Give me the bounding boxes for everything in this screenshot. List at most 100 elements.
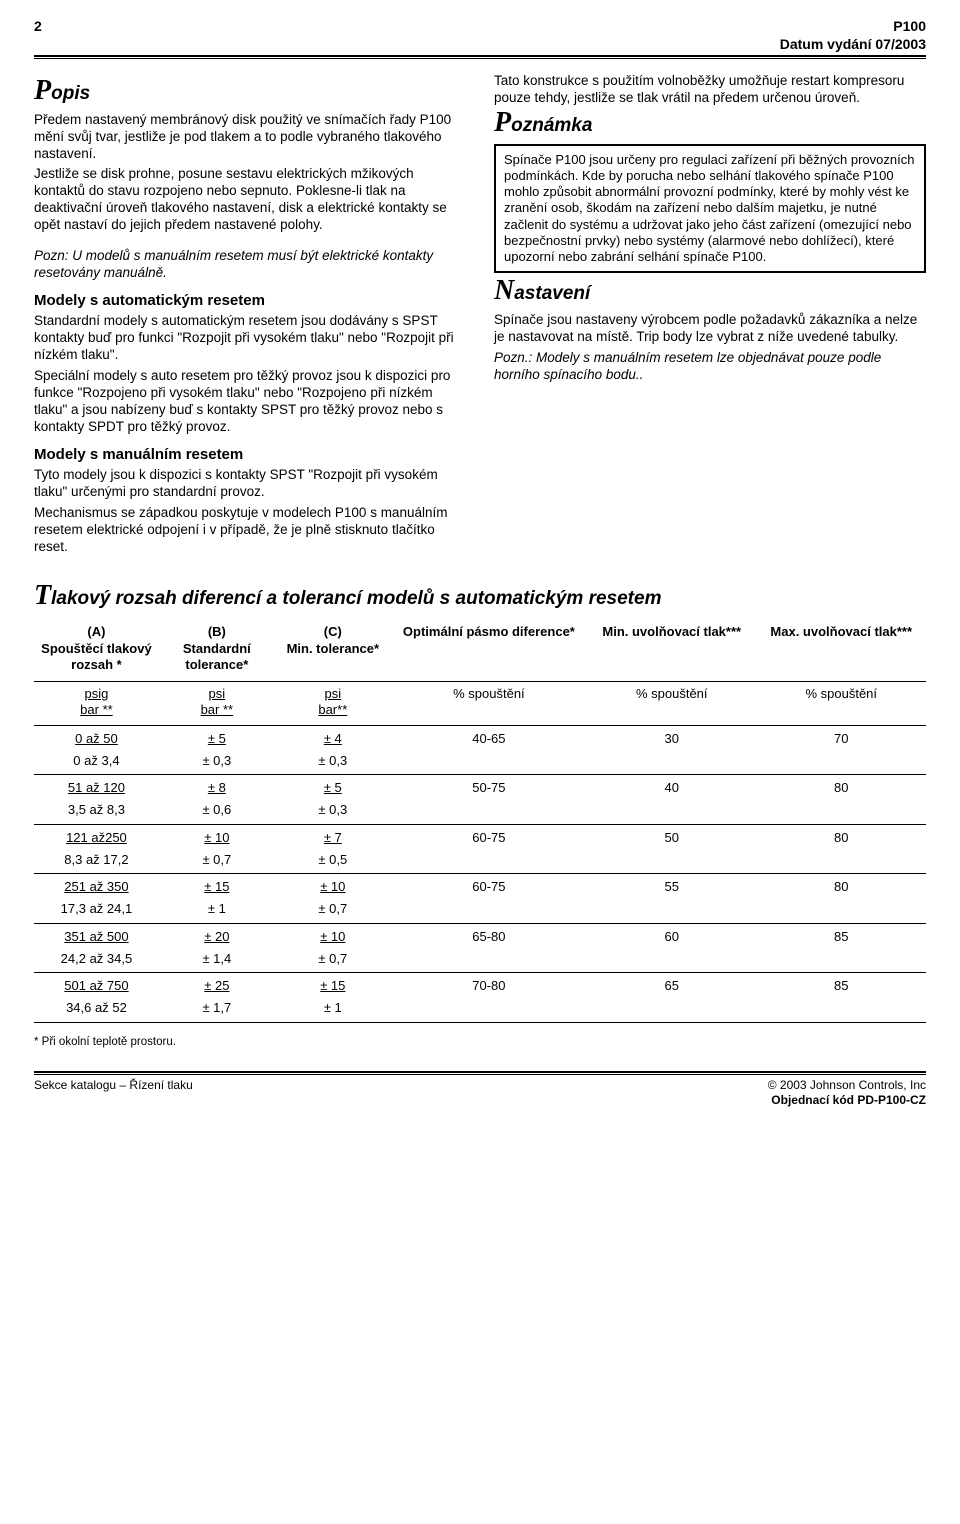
unit-a: psigbar ** bbox=[34, 682, 159, 726]
table-row: 8,3 až 17,2± 0,7± 0,5 bbox=[34, 849, 926, 874]
th-b: (B)Standardní tolerance* bbox=[159, 618, 275, 681]
table-cell bbox=[391, 898, 587, 923]
table-cell bbox=[587, 898, 756, 923]
table-cell: 351 až 500 bbox=[34, 923, 159, 948]
table-cell: 50-75 bbox=[391, 775, 587, 800]
table-cell: ± 25 bbox=[159, 973, 275, 998]
para-r2: Spínače jsou nastaveny výrobcem podle po… bbox=[494, 312, 926, 346]
table-row: 24,2 až 34,5± 1,4± 0,7 bbox=[34, 948, 926, 973]
dropcap-n: N bbox=[494, 275, 514, 306]
right-column: Tato konstrukce s použitím volnoběžky um… bbox=[494, 73, 926, 560]
table-cell bbox=[391, 948, 587, 973]
header-model: P100 bbox=[893, 18, 926, 34]
table-cell: ± 0,3 bbox=[275, 750, 391, 775]
note-manual-reset: Pozn: U modelů s manuálním resetem musí … bbox=[34, 248, 466, 282]
table-cell bbox=[756, 750, 926, 775]
table-cell: 51 až 120 bbox=[34, 775, 159, 800]
table-cell bbox=[587, 948, 756, 973]
table-cell: 80 bbox=[756, 775, 926, 800]
table-cell: 24,2 až 34,5 bbox=[34, 948, 159, 973]
table-cell: ± 0,6 bbox=[159, 799, 275, 824]
table-row: 3,5 až 8,3± 0,6± 0,3 bbox=[34, 799, 926, 824]
heading-rest-3: astavení bbox=[514, 283, 590, 304]
table-cell: ± 1,7 bbox=[159, 997, 275, 1022]
table-cell: 85 bbox=[756, 973, 926, 998]
table-row: 0 až 50± 5± 440-653070 bbox=[34, 725, 926, 750]
table-row: 501 až 750± 25± 1570-806585 bbox=[34, 973, 926, 998]
table-cell: ± 5 bbox=[159, 725, 275, 750]
header-rule-thick bbox=[34, 55, 926, 57]
table-cell: ± 0,7 bbox=[159, 849, 275, 874]
table-cell: 85 bbox=[756, 923, 926, 948]
footer-right-top: © 2003 Johnson Controls, Inc bbox=[768, 1078, 926, 1092]
table-cell: 50 bbox=[587, 824, 756, 849]
tolerance-table-wrapper: (A)Spouštěcí tlakový rozsah * (B)Standar… bbox=[34, 618, 926, 1022]
left-column: Popis Předem nastavený membránový disk p… bbox=[34, 73, 466, 560]
dropcap-p2: P bbox=[494, 107, 511, 138]
page-number: 2 bbox=[34, 18, 42, 53]
table-row: 121 až250± 10± 760-755080 bbox=[34, 824, 926, 849]
footer-left: Sekce katalogu – Řízení tlaku bbox=[34, 1078, 193, 1108]
table-cell: ± 10 bbox=[159, 824, 275, 849]
para-p1: Předem nastavený membránový disk použitý… bbox=[34, 112, 466, 163]
table-cell: ± 15 bbox=[275, 973, 391, 998]
para-p4: Speciální modely s auto resetem pro těžk… bbox=[34, 368, 466, 436]
footer-rule-thick bbox=[34, 1071, 926, 1073]
table-cell: 60-75 bbox=[391, 824, 587, 849]
table-unit-row: psigbar ** psibar ** psibar** % spouštěn… bbox=[34, 682, 926, 726]
table-row: 251 až 350± 15± 1060-755580 bbox=[34, 874, 926, 899]
th-c: (C)Min. tolerance* bbox=[275, 618, 391, 681]
table-footnote: * Při okolní teplotě prostoru. bbox=[34, 1035, 926, 1049]
table-cell: 40-65 bbox=[391, 725, 587, 750]
header-date: Datum vydání 07/2003 bbox=[780, 36, 926, 52]
table-cell: ± 15 bbox=[159, 874, 275, 899]
footer-right: © 2003 Johnson Controls, Inc Objednací k… bbox=[768, 1078, 926, 1108]
table-cell bbox=[587, 750, 756, 775]
table-cell: 121 až250 bbox=[34, 824, 159, 849]
table-cell: 251 až 350 bbox=[34, 874, 159, 899]
two-column-layout: Popis Předem nastavený membránový disk p… bbox=[34, 73, 926, 560]
table-cell: 17,3 až 24,1 bbox=[34, 898, 159, 923]
table-cell bbox=[756, 799, 926, 824]
table-row: 17,3 až 24,1± 1± 0,7 bbox=[34, 898, 926, 923]
section-table-heading: Tlakový rozsah diferencí a tolerancí mod… bbox=[34, 586, 926, 611]
heading-rest-4: lakový rozsah diferencí a tolerancí mode… bbox=[51, 588, 661, 609]
table-cell: ± 0,3 bbox=[159, 750, 275, 775]
table-cell: 3,5 až 8,3 bbox=[34, 799, 159, 824]
table-cell: ± 8 bbox=[159, 775, 275, 800]
table-row: 51 až 120± 8± 550-754080 bbox=[34, 775, 926, 800]
table-cell: ± 10 bbox=[275, 923, 391, 948]
table-cell: ± 5 bbox=[275, 775, 391, 800]
subhead-auto-reset: Modely s automatickým resetem bbox=[34, 292, 466, 311]
page-footer: Sekce katalogu – Řízení tlaku © 2003 Joh… bbox=[34, 1078, 926, 1108]
unit-b: psibar ** bbox=[159, 682, 275, 726]
note-box: Spínače P100 jsou určeny pro regulaci za… bbox=[494, 144, 926, 274]
table-row: 0 až 3,4± 0,3± 0,3 bbox=[34, 750, 926, 775]
page-header: 2 P100 Datum vydání 07/2003 bbox=[34, 18, 926, 53]
th-f: Max. uvolňovací tlak*** bbox=[756, 618, 926, 681]
table-cell: 70-80 bbox=[391, 973, 587, 998]
table-cell: ± 0,5 bbox=[275, 849, 391, 874]
section-nastaveni-heading: Nastavení bbox=[494, 281, 926, 306]
table-row: 34,6 až 52± 1,7± 1 bbox=[34, 997, 926, 1022]
table-cell bbox=[756, 948, 926, 973]
table-cell: 80 bbox=[756, 874, 926, 899]
table-cell: ± 1 bbox=[275, 997, 391, 1022]
table-cell bbox=[587, 997, 756, 1022]
table-cell bbox=[756, 898, 926, 923]
table-cell bbox=[391, 849, 587, 874]
table-cell: 80 bbox=[756, 824, 926, 849]
table-cell: ± 4 bbox=[275, 725, 391, 750]
unit-d: % spouštění bbox=[391, 682, 587, 726]
table-cell: 70 bbox=[756, 725, 926, 750]
table-cell: 40 bbox=[587, 775, 756, 800]
header-rule-thin bbox=[34, 58, 926, 59]
table-body: 0 až 50± 5± 440-6530700 až 3,4± 0,3± 0,3… bbox=[34, 725, 926, 1022]
table-cell: ± 0,3 bbox=[275, 799, 391, 824]
th-d: Optimální pásmo diference* bbox=[391, 618, 587, 681]
note-r2: Pozn.: Modely s manuálním resetem lze ob… bbox=[494, 350, 926, 384]
para-r1: Tato konstrukce s použitím volnoběžky um… bbox=[494, 73, 926, 107]
table-cell bbox=[391, 750, 587, 775]
dropcap-t: T bbox=[34, 580, 51, 611]
table-cell: 55 bbox=[587, 874, 756, 899]
